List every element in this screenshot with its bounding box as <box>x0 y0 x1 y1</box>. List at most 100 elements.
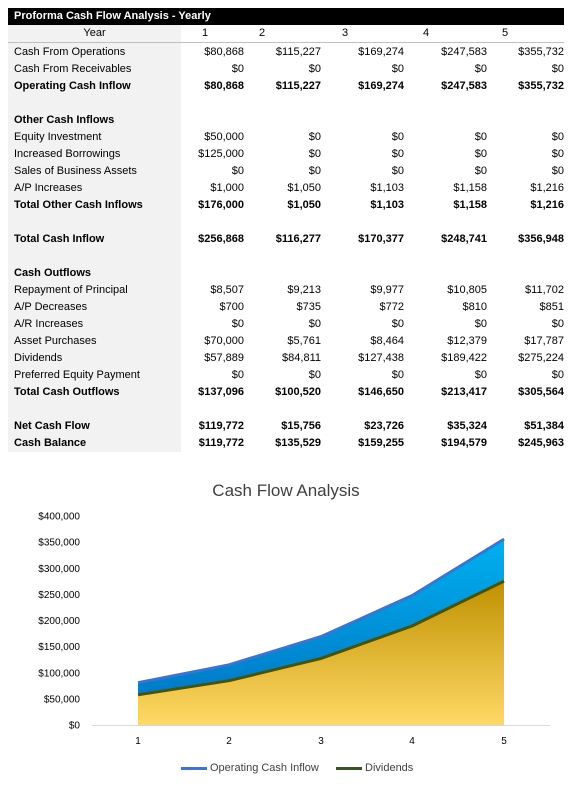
table-cell: $0 <box>551 148 564 160</box>
dividends-line <box>137 579 505 697</box>
table-row: Total Cash Outflows $137,096 $100,520 $146,… <box>8 384 564 401</box>
table-cell: $11,702 <box>525 284 564 296</box>
table-cell: $0 <box>551 318 564 330</box>
table-cell: $245,963 <box>518 437 564 449</box>
table-cell: $194,579 <box>441 437 487 449</box>
table-cell: $0 <box>308 148 321 160</box>
table-cell: $256,868 <box>198 233 244 245</box>
table-row: A/P Increases $1,000 $1,050 $1,103 $1,158 $1,… <box>8 180 564 197</box>
year-header-cell: 3 <box>341 27 349 39</box>
table-cell: $176,000 <box>198 199 244 211</box>
row-label: Cash From Operations <box>14 46 126 58</box>
row-label: A/P Decreases <box>14 301 88 313</box>
year-label: Year <box>83 27 106 39</box>
y-tick-label: $50,000 <box>44 694 81 705</box>
table-cell: $1,103 <box>370 199 404 211</box>
table-cell: $189,422 <box>441 352 487 364</box>
table-row: Total Cash Inflow $256,868 $116,277 $170,37… <box>8 231 564 248</box>
table-cell: $12,379 <box>447 335 487 347</box>
row-label: Operating Cash Inflow <box>14 80 131 92</box>
table-row: Cash From Operations $80,868 $115,227 $169,… <box>8 44 564 61</box>
table-cell: $0 <box>391 165 404 177</box>
table-cell: $35,324 <box>447 420 487 432</box>
row-label: Cash Balance <box>14 437 87 449</box>
table-cell: $0 <box>551 165 564 177</box>
table-cell: $51,384 <box>524 420 564 432</box>
row-label: Net Cash Flow <box>14 420 90 432</box>
table-cell: $125,000 <box>198 148 244 160</box>
table-cell: $119,772 <box>198 437 244 449</box>
table-cell: $146,650 <box>358 386 404 398</box>
table-cell: $0 <box>308 318 321 330</box>
table-cell: $0 <box>391 131 404 143</box>
table-cell: $772 <box>379 301 404 313</box>
table-cell: $247,583 <box>441 46 487 58</box>
table-cell: $159,255 <box>358 437 404 449</box>
table-cell: $0 <box>231 165 244 177</box>
legend-swatch <box>181 767 207 770</box>
table-cell: $213,417 <box>441 386 487 398</box>
table-cell: $9,213 <box>287 284 321 296</box>
y-tick-label: $300,000 <box>38 564 80 575</box>
table-cell: $735 <box>296 301 321 313</box>
row-label: A/P Increases <box>14 182 83 194</box>
row-label: A/R Increases <box>14 318 84 330</box>
y-tick-label: $150,000 <box>38 642 80 653</box>
row-label: Cash Outflows <box>14 267 92 279</box>
table-cell: $0 <box>308 131 321 143</box>
y-tick-label: $200,000 <box>38 616 80 627</box>
x-tick-label: 2 <box>226 736 232 747</box>
table-cell: $355,732 <box>518 80 564 92</box>
table-cell: $0 <box>474 165 487 177</box>
row-label: Dividends <box>14 352 63 364</box>
table-cell: $355,732 <box>518 46 564 58</box>
legend-label: Operating Cash Inflow <box>210 762 319 774</box>
table-cell: $0 <box>391 148 404 160</box>
table-cell: $8,507 <box>210 284 244 296</box>
table-cell: $170,377 <box>358 233 404 245</box>
row-label: Total Cash Inflow <box>14 233 105 245</box>
year-header-row: Year 1 2 3 4 5 <box>8 25 564 43</box>
table-row: Repayment of Principal $8,507 $9,213 $9,977… <box>8 282 564 299</box>
table-row: Net Cash Flow $119,772 $15,756 $23,726 $35,3… <box>8 418 564 435</box>
row-label: Repayment of Principal <box>14 284 128 296</box>
table-cell: $23,726 <box>364 420 404 432</box>
dividends-area <box>138 581 504 725</box>
legend-label: Dividends <box>365 762 414 774</box>
table-cell: $5,761 <box>287 335 321 347</box>
table-cell: $50,000 <box>204 131 244 143</box>
x-tick-label: 3 <box>318 736 324 747</box>
table-cell: $0 <box>231 369 244 381</box>
table-row: Sales of Business Assets $0 $0 $0 $0 $0 <box>8 163 564 180</box>
table-cell: $0 <box>391 63 404 75</box>
row-label: Total Cash Outflows <box>14 386 120 398</box>
table-cell: $0 <box>308 369 321 381</box>
table-cell: $0 <box>391 369 404 381</box>
table-cell: $0 <box>308 63 321 75</box>
x-tick-label: 5 <box>501 736 507 747</box>
legend-swatch <box>336 767 362 770</box>
table-cell: $1,216 <box>530 182 564 194</box>
chart-legend: Operating Cash Inflow Dividends <box>0 760 572 776</box>
y-tick-label: $100,000 <box>38 668 80 679</box>
row-label: Total Other Cash Inflows <box>14 199 143 211</box>
table-cell: $1,158 <box>453 182 487 194</box>
table-cell: $0 <box>474 63 487 75</box>
table-cell: $1,050 <box>287 199 321 211</box>
row-label: Preferred Equity Payment <box>14 369 140 381</box>
table-cell: $15,756 <box>281 420 321 432</box>
table-row: A/R Increases $0 $0 $0 $0 $0 <box>8 316 564 333</box>
y-tick-label: $0 <box>69 721 81 732</box>
row-label: Equity Investment <box>14 131 102 143</box>
table-cell: $0 <box>474 148 487 160</box>
table-row: Equity Investment $50,000 $0 $0 $0 $0 <box>8 129 564 146</box>
table-row: Cash Outflows <box>8 265 564 282</box>
table-row: Increased Borrowings $125,000 $0 $0 $0 $0 <box>8 146 564 163</box>
table-cell: $119,772 <box>198 420 244 432</box>
y-tick-label: $400,000 <box>38 512 80 523</box>
table-cell: $247,583 <box>441 80 487 92</box>
table-row: Preferred Equity Payment $0 $0 $0 $0 $0 <box>8 367 564 384</box>
table-cell: $0 <box>308 165 321 177</box>
row-label: Increased Borrowings <box>14 148 121 160</box>
